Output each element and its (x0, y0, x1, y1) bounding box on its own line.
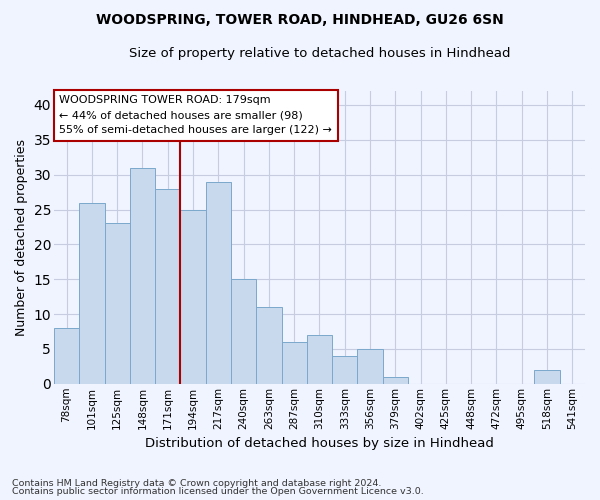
Bar (535, 370, 560, 384)
Bar (155, 188, 181, 384)
Y-axis label: Number of detached properties: Number of detached properties (15, 139, 28, 336)
Bar (54, 328, 79, 384)
Bar (181, 210, 206, 384)
Bar (79, 202, 104, 384)
Bar (383, 377, 408, 384)
Bar (130, 168, 155, 384)
Bar (256, 307, 281, 384)
Title: Size of property relative to detached houses in Hindhead: Size of property relative to detached ho… (129, 48, 510, 60)
Text: WOODSPRING TOWER ROAD: 179sqm
← 44% of detached houses are smaller (98)
55% of s: WOODSPRING TOWER ROAD: 179sqm ← 44% of d… (59, 96, 332, 135)
Bar (307, 335, 332, 384)
Text: Contains public sector information licensed under the Open Government Licence v3: Contains public sector information licen… (12, 487, 424, 496)
Bar (281, 342, 307, 384)
Text: Contains HM Land Registry data © Crown copyright and database right 2024.: Contains HM Land Registry data © Crown c… (12, 478, 382, 488)
Bar (231, 279, 256, 384)
Bar (358, 349, 383, 384)
Text: WOODSPRING, TOWER ROAD, HINDHEAD, GU26 6SN: WOODSPRING, TOWER ROAD, HINDHEAD, GU26 6… (96, 12, 504, 26)
X-axis label: Distribution of detached houses by size in Hindhead: Distribution of detached houses by size … (145, 437, 494, 450)
Bar (104, 224, 130, 384)
Bar (332, 356, 358, 384)
Bar (206, 182, 231, 384)
